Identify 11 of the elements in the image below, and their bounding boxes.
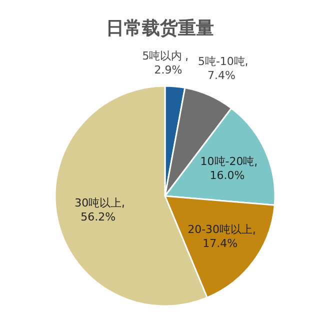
data-label: 56.2% [80,210,116,224]
data-label: 16.0% [210,169,245,182]
slice-label: 10吨-20吨 [200,155,254,168]
data-label: 17.4% [202,237,238,250]
slice-label: 5吨以内 [142,50,182,63]
chart-title: 日常载货重量 [106,18,214,39]
slice-label: 30吨以上 [74,196,122,210]
slice-label: 5吨-10吨 [198,54,245,68]
data-label: 7.4% [207,68,236,82]
data-label: 2.9% [154,64,182,77]
slice-label: 20-30吨以上 [188,223,253,236]
